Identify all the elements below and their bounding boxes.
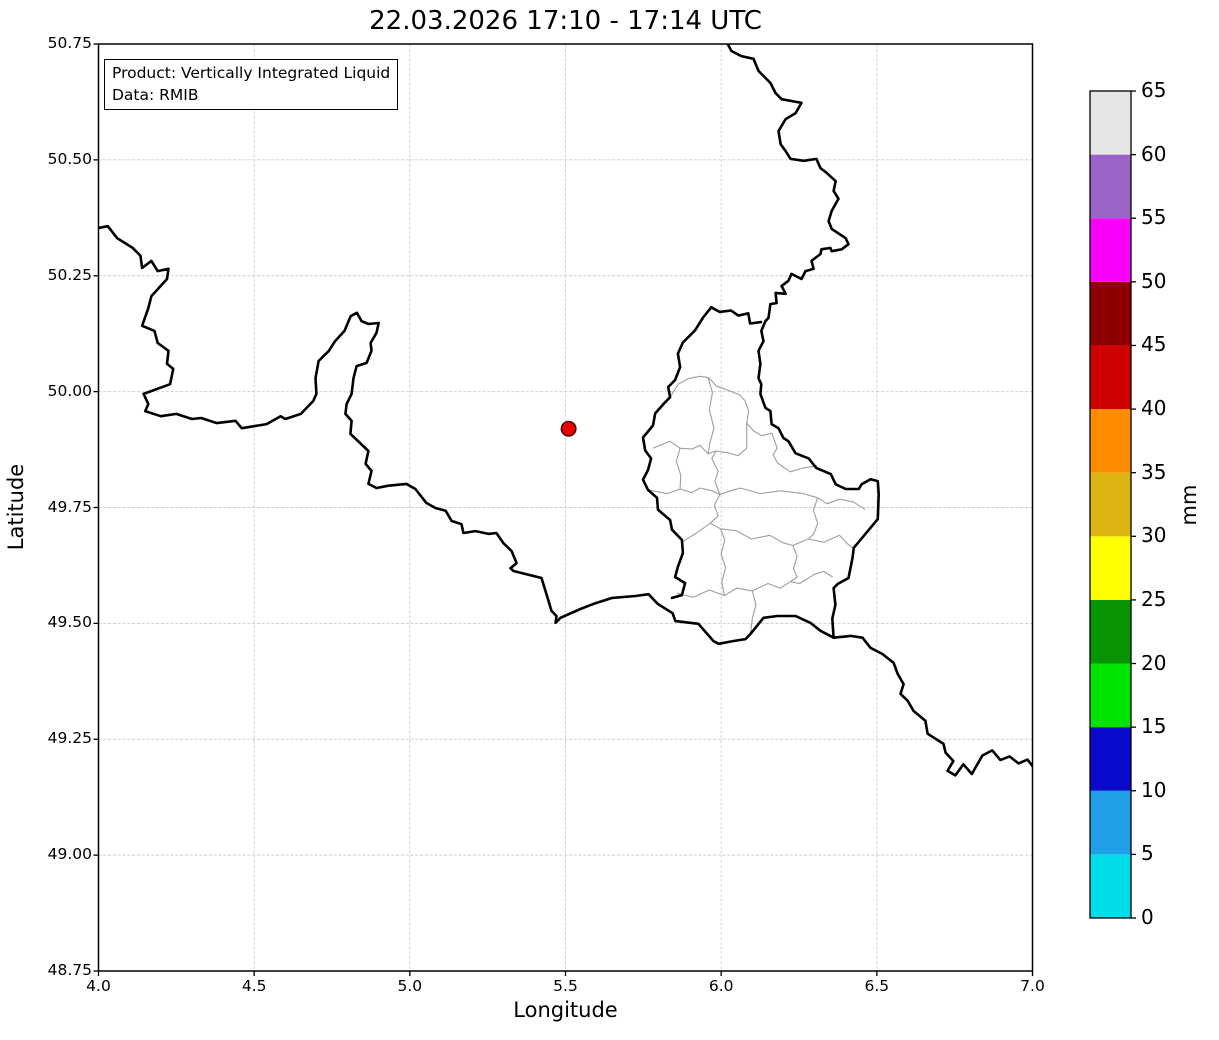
district-border — [647, 487, 866, 510]
colorbar-tick-label: 65 — [1141, 78, 1167, 102]
colorbar-tick-label: 60 — [1141, 141, 1167, 166]
colorbar-segment — [1090, 727, 1131, 791]
colorbar-tick-label: 30 — [1141, 523, 1167, 548]
district-border — [681, 522, 855, 550]
colorbar-segment — [1090, 599, 1131, 664]
colorbar-tick-label: 0 — [1141, 905, 1154, 929]
colorbar-frame — [1089, 90, 1132, 919]
colorbar-segment — [1090, 345, 1131, 410]
y-tick-label: 50.00 — [47, 381, 92, 400]
x-tick-label: 6.0 — [708, 977, 734, 995]
colorbar-tick-label: 20 — [1141, 650, 1167, 675]
y-tick-label: 49.50 — [47, 613, 92, 632]
colorbar-segment — [1090, 218, 1131, 282]
annotation-source-line: Data: RMIB — [112, 86, 199, 104]
colorbar-tick-label: 25 — [1141, 586, 1167, 611]
x-tick-label: 4.5 — [241, 977, 267, 995]
colorbar-segment — [1090, 281, 1131, 346]
district-border — [675, 448, 682, 490]
colorbar-segment — [1090, 663, 1131, 728]
colorbar-tick-label: 35 — [1141, 459, 1167, 484]
country-border — [641, 306, 713, 600]
y-tick-label: 49.25 — [47, 729, 92, 748]
colorbar-segment — [1090, 790, 1131, 855]
country-border — [98, 224, 1033, 777]
district-border — [807, 497, 819, 540]
district-border — [676, 570, 833, 598]
y-tick-label: 50.50 — [47, 149, 92, 168]
colorbar-segment — [1090, 154, 1131, 219]
colorbar-tick-label: 15 — [1141, 714, 1167, 739]
colorbar-segment — [1090, 409, 1131, 473]
y-tick-label: 50.25 — [47, 265, 92, 284]
x-tick-label: 4.0 — [86, 977, 111, 995]
colorbar-tick-label: 5 — [1141, 841, 1154, 866]
y-tick-label: 48.75 — [47, 961, 92, 979]
country-border — [709, 306, 763, 325]
colorbar-segment — [1090, 854, 1131, 918]
y-tick-label: 50.75 — [47, 34, 92, 52]
x-tick-label: 7.0 — [1020, 977, 1045, 995]
country-border — [726, 44, 880, 639]
district-border — [707, 377, 715, 454]
x-tick-label: 5.5 — [553, 977, 578, 995]
colorbar-tick-label: 40 — [1141, 396, 1167, 421]
y-axis-label: Latitude — [4, 463, 28, 551]
y-tick-label: 49.75 — [47, 497, 92, 516]
colorbar-segment — [1090, 472, 1131, 537]
colorbar-segment — [1090, 91, 1131, 155]
district-border — [669, 375, 818, 473]
vil-marker — [560, 420, 577, 437]
district-border — [749, 590, 757, 635]
district-border — [709, 450, 721, 524]
colorbar-tick-label: 55 — [1141, 205, 1167, 230]
y-tick-label: 49.00 — [47, 845, 92, 864]
colorbar-tick-label: 50 — [1141, 268, 1167, 293]
district-border — [719, 528, 727, 596]
annotation-product-line: Product: Vertically Integrated Liquid — [112, 64, 391, 82]
district-border — [789, 545, 798, 583]
annotation-box: Product: Vertically Integrated Liquid Da… — [104, 59, 399, 110]
colorbar-segment — [1090, 536, 1131, 600]
plot-title: 22.03.2026 17:10 - 17:14 UTC — [369, 6, 762, 36]
colorbar-tick-label: 45 — [1141, 332, 1167, 357]
x-tick-label: 5.0 — [397, 977, 423, 995]
x-axis-label: Longitude — [513, 998, 618, 1022]
x-tick-label: 6.5 — [864, 977, 890, 995]
colorbar-tick-label: 10 — [1141, 777, 1167, 802]
